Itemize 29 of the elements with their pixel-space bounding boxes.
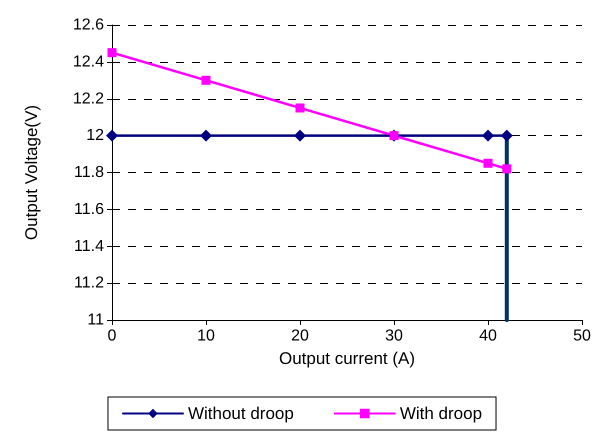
x-axis-title: Output current (A) <box>278 349 416 368</box>
point <box>202 76 210 85</box>
y-tick-label: 12.4 <box>72 53 104 70</box>
x-tick-label: 20 <box>291 328 309 344</box>
y-tick-label: 11.8 <box>74 164 104 181</box>
point <box>296 103 304 112</box>
y-tick-label: 12.6 <box>72 16 104 34</box>
point <box>484 158 492 168</box>
legend-label: With droop <box>400 404 482 423</box>
point <box>108 48 116 58</box>
point <box>502 164 512 174</box>
point <box>200 130 212 142</box>
y-tick-label: 12 <box>86 127 104 144</box>
x-tick-label: 50 <box>573 328 591 344</box>
y-tick-label: 11 <box>87 312 104 328</box>
point <box>482 130 494 142</box>
x-tick-label: 10 <box>197 328 215 344</box>
y-axis-title: Output Voltage(V) <box>22 104 41 240</box>
x-tick-label: 40 <box>479 328 497 344</box>
x-tick-label: 0 <box>108 328 117 344</box>
y-tick-label: 11.2 <box>74 274 104 292</box>
y-tick-label: 12.2 <box>72 90 104 108</box>
point <box>500 130 513 142</box>
x-tick-label: 30 <box>385 328 403 344</box>
y-tick-label: 11.6 <box>74 200 104 218</box>
y-tick-label: 11.4 <box>74 238 104 255</box>
point <box>294 130 306 142</box>
legend-label: Without droop <box>188 404 294 423</box>
point <box>106 130 118 142</box>
